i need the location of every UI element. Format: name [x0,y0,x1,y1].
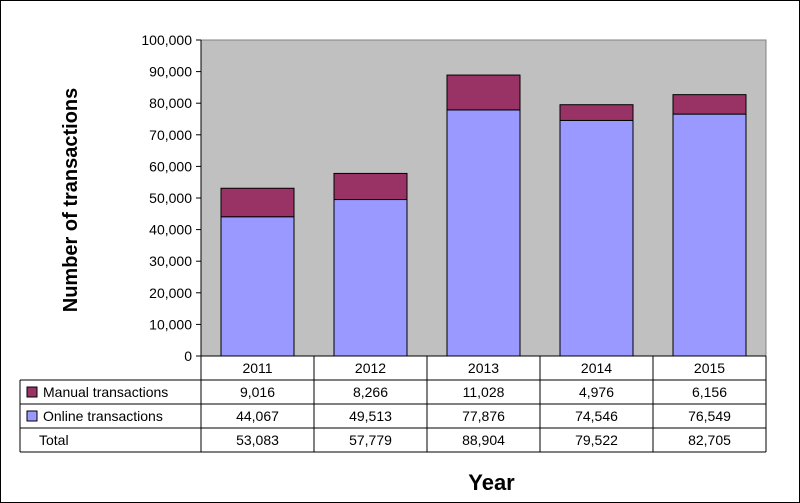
x-axis-title: Year [468,470,515,495]
legend-label-manual: Manual transactions [43,384,168,400]
y-tick-label: 10,000 [149,316,192,332]
data-label-total: 57,779 [349,432,392,448]
row-label-total: Total [39,432,69,448]
data-label-online: 44,067 [236,408,279,424]
bar-manual-2013 [446,74,521,111]
data-label-manual: 6,156 [692,384,727,400]
bar-online-2011 [220,216,295,357]
data-label-total: 88,904 [462,432,505,448]
bar-online-2015 [672,113,747,357]
legend-key-online [26,410,38,422]
bar-online-2013 [446,109,521,357]
data-label-total: 82,705 [688,432,731,448]
bar-online-2012 [333,199,408,357]
bar-manual-2015 [672,94,747,115]
y-tick-label: 100,000 [141,32,192,48]
data-table: 2011 2012 2013 2014 2015 Manual transactions 9… [19,355,767,453]
bar-online-2014 [559,119,634,357]
y-tick-label: 0 [184,348,192,364]
data-label-online: 76,549 [688,408,731,424]
data-label-manual: 9,016 [240,384,275,400]
y-axis: 0 10,000 20,000 30,000 40,000 50,000 60,000 70,… [141,32,202,364]
data-label-online: 77,876 [462,408,505,424]
legend-label-online: Online transactions [43,408,163,424]
x-tick-label: 2013 [468,360,499,376]
bars [220,74,747,357]
y-tick-label: 50,000 [149,190,192,206]
bar-manual-2012 [333,172,408,201]
x-tick-label: 2012 [355,360,386,376]
y-tick-label: 20,000 [149,285,192,301]
bar-manual-2014 [559,104,634,121]
y-tick-label: 60,000 [149,158,192,174]
data-label-manual: 11,028 [463,384,505,400]
data-label-total: 79,522 [575,432,618,448]
data-label-total: 53,083 [236,432,279,448]
y-tick-label: 80,000 [149,95,192,111]
data-label-manual: 4,976 [579,384,614,400]
data-label-online: 49,513 [349,408,392,424]
y-tick-label: 70,000 [149,127,192,143]
data-label-online: 74,546 [575,408,618,424]
legend-key-manual [26,386,38,398]
y-axis-title: Number of transactions [60,88,82,312]
x-tick-label: 2011 [242,360,272,376]
y-tick-label: 30,000 [149,253,192,269]
y-tick-label: 90,000 [149,64,192,80]
bar-manual-2011 [220,187,295,218]
data-label-manual: 8,266 [353,384,388,400]
x-tick-label: 2014 [581,360,612,376]
y-tick-label: 40,000 [149,222,192,238]
x-tick-label: 2015 [694,360,725,376]
